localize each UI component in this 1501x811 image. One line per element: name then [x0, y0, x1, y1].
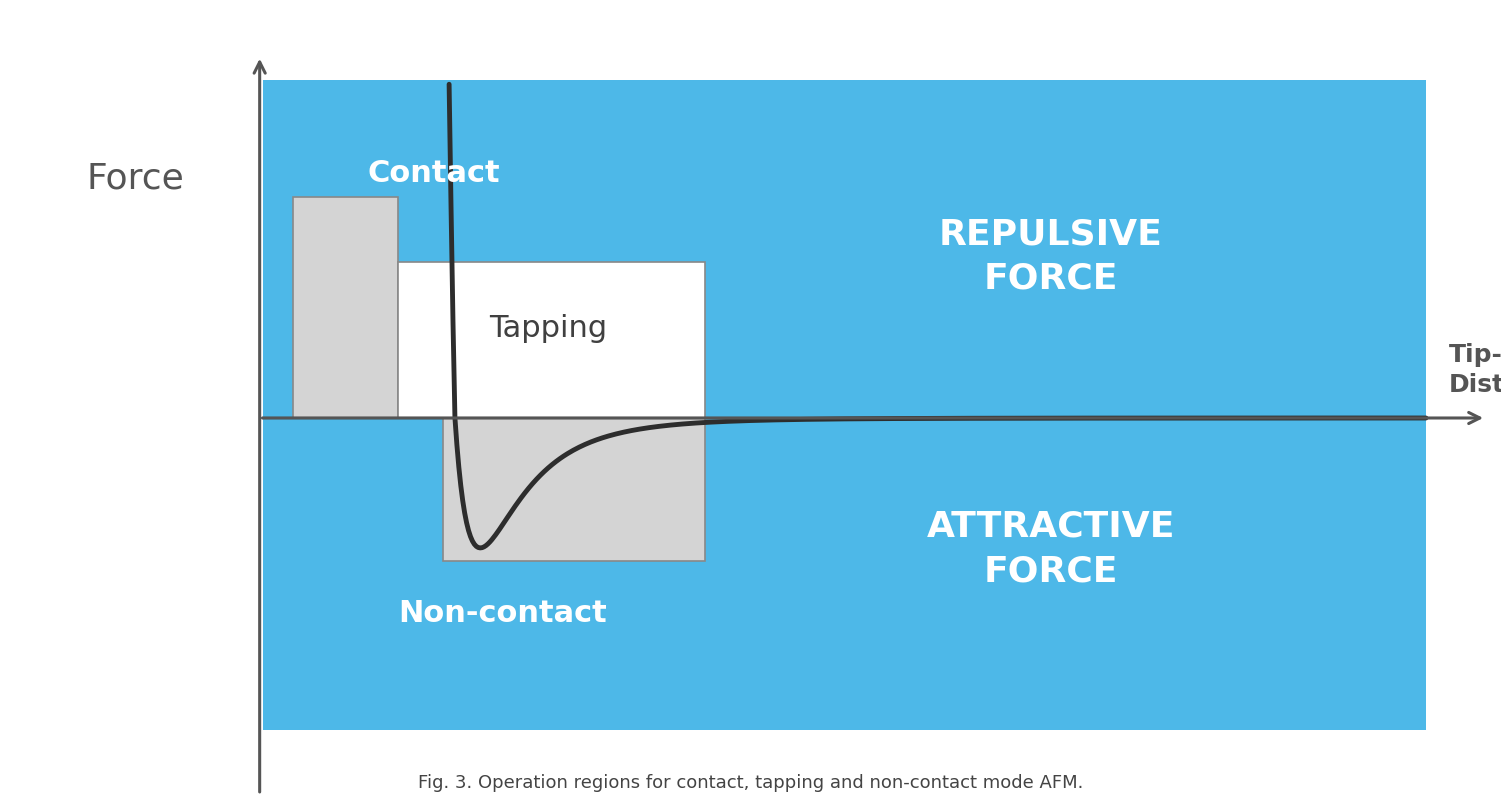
Text: Non-contact: Non-contact	[398, 599, 608, 628]
Text: Force: Force	[86, 161, 185, 195]
Text: REPULSIVE
FORCE: REPULSIVE FORCE	[938, 217, 1163, 296]
Text: ATTRACTIVE
FORCE: ATTRACTIVE FORCE	[926, 508, 1175, 588]
Text: Tip-Surface
Distance: Tip-Surface Distance	[1448, 343, 1501, 397]
Bar	[263, 81, 1426, 730]
Text: Tapping: Tapping	[489, 313, 606, 342]
Bar	[398, 263, 705, 418]
Bar	[293, 198, 398, 418]
Text: Fig. 3. Operation regions for contact, tapping and non-contact mode AFM.: Fig. 3. Operation regions for contact, t…	[417, 773, 1084, 791]
Text: Contact: Contact	[368, 159, 500, 188]
Bar	[443, 418, 705, 561]
